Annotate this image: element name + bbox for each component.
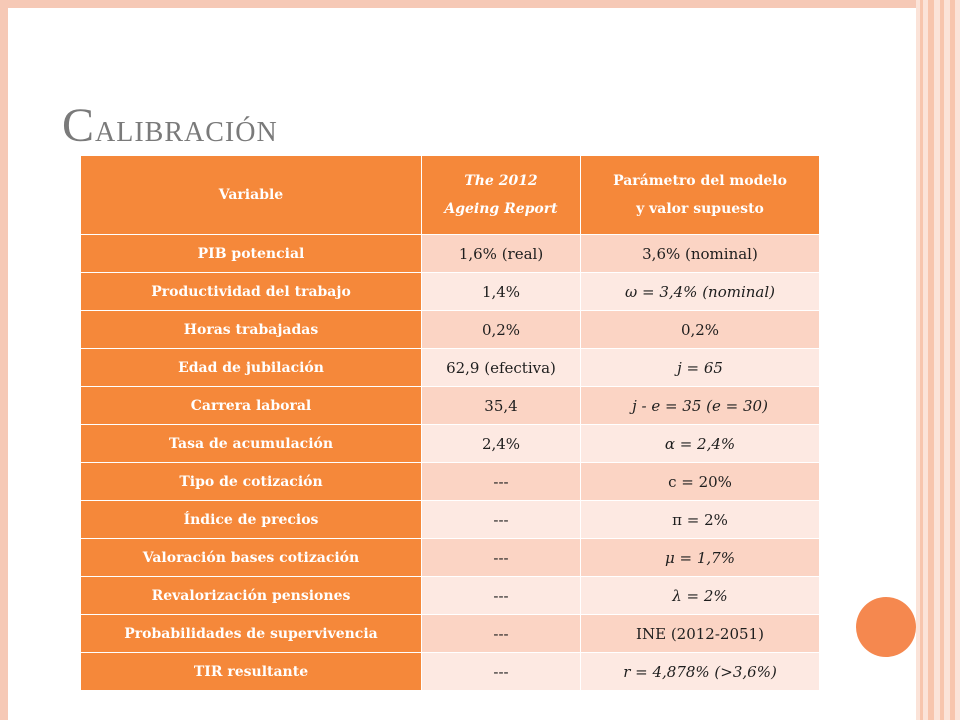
- row-variable: Carrera laboral: [80, 386, 422, 425]
- row-report-value: ---: [421, 500, 581, 539]
- row-report-value: 2,4%: [421, 424, 581, 463]
- slide-title: Calibración: [62, 98, 278, 153]
- table-row: Tipo de cotización --- c = 20%: [80, 462, 820, 501]
- table-row: Índice de precios --- π = 2%: [80, 500, 820, 539]
- row-report-value: ---: [421, 538, 581, 577]
- title-rest: alibración: [95, 105, 278, 150]
- row-variable: Tasa de acumulación: [80, 424, 422, 463]
- header-ageing-report: The 2012 Ageing Report: [421, 155, 581, 235]
- header-report-line2: Ageing Report: [444, 201, 558, 217]
- row-variable: Productividad del trabajo: [80, 272, 422, 311]
- table-row: Horas trabajadas 0,2% 0,2%: [80, 310, 820, 349]
- header-variable: Variable: [80, 155, 422, 235]
- row-report-value: ---: [421, 614, 581, 653]
- row-variable: TIR resultante: [80, 652, 422, 691]
- header-param-line2: y valor supuesto: [636, 201, 764, 217]
- table-row: Valoración bases cotización --- μ = 1,7%: [80, 538, 820, 577]
- slide-frame-top: [8, 0, 920, 8]
- table-row: TIR resultante --- r = 4,878% (>3,6%): [80, 652, 820, 691]
- row-report-value: 1,6% (real): [421, 234, 581, 273]
- table-row: Probabilidades de supervivencia --- INE …: [80, 614, 820, 653]
- row-variable: Probabilidades de supervivencia: [80, 614, 422, 653]
- table-row: Revalorización pensiones --- λ = 2%: [80, 576, 820, 615]
- table-header-row: Variable The 2012 Ageing Report Parámetr…: [80, 155, 820, 235]
- row-variable: Revalorización pensiones: [80, 576, 422, 615]
- row-param-value: c = 20%: [580, 462, 820, 501]
- row-variable: Valoración bases cotización: [80, 538, 422, 577]
- row-param-value: μ = 1,7%: [580, 538, 820, 577]
- slide-frame-right: [916, 0, 960, 720]
- row-param-value: α = 2,4%: [580, 424, 820, 463]
- row-variable: Edad de jubilación: [80, 348, 422, 387]
- row-report-value: 62,9 (efectiva): [421, 348, 581, 387]
- row-report-value: 35,4: [421, 386, 581, 425]
- table-row: Edad de jubilación 62,9 (efectiva) j = 6…: [80, 348, 820, 387]
- row-param-value: 3,6% (nominal): [580, 234, 820, 273]
- decorative-circle: [856, 597, 916, 657]
- row-param-value: r = 4,878% (>3,6%): [580, 652, 820, 691]
- calibration-table: Variable The 2012 Ageing Report Parámetr…: [80, 155, 820, 691]
- row-param-value: λ = 2%: [580, 576, 820, 615]
- row-report-value: ---: [421, 576, 581, 615]
- row-report-value: ---: [421, 462, 581, 501]
- row-param-value: ω = 3,4% (nominal): [580, 272, 820, 311]
- table-row: Tasa de acumulación 2,4% α = 2,4%: [80, 424, 820, 463]
- row-variable: PIB potencial: [80, 234, 422, 273]
- row-param-value: 0,2%: [580, 310, 820, 349]
- row-param-value: j = 65: [580, 348, 820, 387]
- row-variable: Horas trabajadas: [80, 310, 422, 349]
- row-param-value: INE (2012-2051): [580, 614, 820, 653]
- row-report-value: 1,4%: [421, 272, 581, 311]
- table-row: PIB potencial 1,6% (real) 3,6% (nominal): [80, 234, 820, 273]
- row-param-value: j - e = 35 (e = 30): [580, 386, 820, 425]
- slide-frame-left: [0, 0, 8, 720]
- row-variable: Tipo de cotización: [80, 462, 422, 501]
- header-param-line1: Parámetro del modelo: [613, 173, 787, 189]
- title-initial: C: [62, 99, 96, 152]
- row-variable: Índice de precios: [80, 500, 422, 539]
- table-row: Productividad del trabajo 1,4% ω = 3,4% …: [80, 272, 820, 311]
- table-row: Carrera laboral 35,4 j - e = 35 (e = 30): [80, 386, 820, 425]
- header-model-parameter: Parámetro del modelo y valor supuesto: [580, 155, 820, 235]
- row-report-value: ---: [421, 652, 581, 691]
- row-param-value: π = 2%: [580, 500, 820, 539]
- row-report-value: 0,2%: [421, 310, 581, 349]
- header-report-line1: The 2012: [464, 173, 538, 189]
